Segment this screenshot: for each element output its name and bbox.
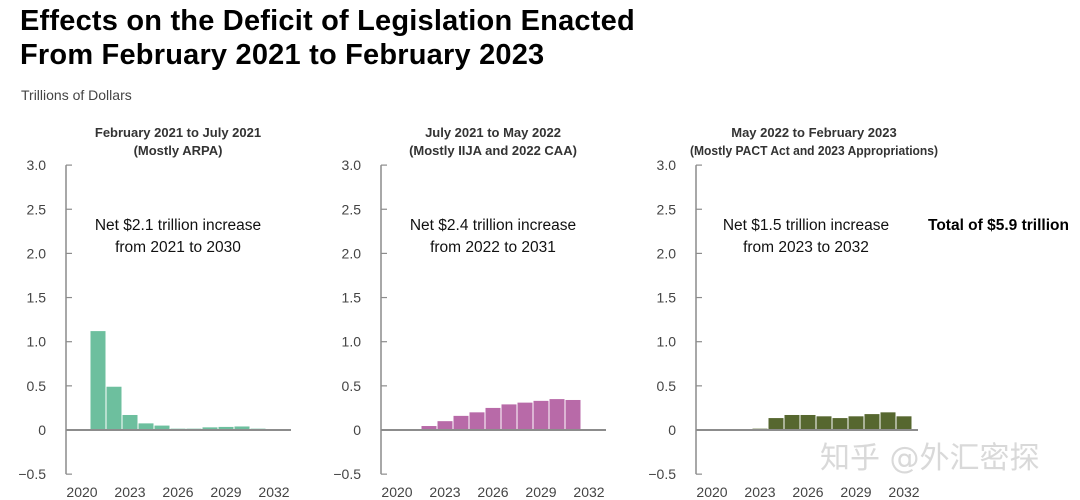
- watermark: 知乎 @外汇密探: [820, 441, 1040, 476]
- units-label: Trillions of Dollars: [21, 87, 132, 103]
- bar-2030: [234, 426, 250, 430]
- bar-2028: [517, 402, 533, 430]
- net-increase-annotation: Net $2.1 trillion increase: [95, 217, 261, 234]
- y-tick-label: 0.5: [657, 378, 677, 394]
- x-tick-label: 2032: [258, 484, 289, 500]
- bar-2028: [202, 427, 218, 430]
- bar-2025: [784, 414, 800, 430]
- y-tick-label: 2.0: [657, 245, 677, 261]
- y-tick-label: 1.5: [342, 290, 362, 306]
- bar-2024: [138, 423, 154, 430]
- panel-title: February 2021 to July 2021: [95, 125, 261, 140]
- panel-3: May 2022 to February 2023 (Mostly PACT Ac…: [648, 125, 1069, 500]
- bar-2024: [453, 415, 469, 430]
- panel-subtitle: (Mostly IIJA and 2022 CAA): [409, 143, 577, 158]
- x-tick-label: 2026: [477, 484, 508, 500]
- bar-2027: [501, 404, 517, 430]
- bar-2029: [848, 416, 864, 430]
- y-tick-label: 1.0: [657, 334, 677, 350]
- x-tick-label: 2020: [696, 484, 727, 500]
- bar-2031: [565, 399, 581, 430]
- net-increase-period: from 2021 to 2030: [115, 239, 241, 256]
- bar-2026: [800, 414, 816, 430]
- y-tick-label: −0.5: [18, 466, 46, 482]
- bar-2022: [106, 386, 122, 430]
- panel-subtitle: (Mostly ARPA): [134, 143, 223, 158]
- bar-2026: [485, 407, 501, 430]
- x-tick-label: 2023: [744, 484, 775, 500]
- y-tick-label: 3.0: [342, 157, 362, 173]
- y-tick-label: 0.5: [27, 378, 47, 394]
- total-annotation: Total of $5.9 trillion: [928, 217, 1069, 234]
- y-tick-label: 2.5: [342, 201, 362, 217]
- x-tick-label: 2023: [114, 484, 145, 500]
- y-tick-label: 2.5: [27, 201, 47, 217]
- panel-2: July 2021 to May 2022 (Mostly IIJA and 20…: [333, 125, 606, 500]
- x-tick-label: 2020: [381, 484, 412, 500]
- y-tick-label: 1.5: [27, 290, 47, 306]
- panel-subtitle: (Mostly PACT Act and 2023 Appropriations…: [690, 143, 938, 158]
- y-tick-label: −0.5: [333, 466, 361, 482]
- y-tick-label: 0.5: [342, 378, 362, 394]
- bar-2029: [218, 426, 234, 430]
- chart-title-line-2: From February 2021 to February 2023: [20, 39, 545, 71]
- net-increase-annotation: Net $1.5 trillion increase: [723, 217, 889, 234]
- y-tick-label: 0: [353, 422, 361, 438]
- panel-title: May 2022 to February 2023: [731, 125, 896, 140]
- x-tick-label: 2023: [429, 484, 460, 500]
- bar-2025: [469, 412, 485, 430]
- y-tick-label: 1.5: [657, 290, 677, 306]
- bar-2024: [768, 418, 784, 430]
- y-tick-label: 0: [38, 422, 46, 438]
- x-tick-label: 2029: [840, 484, 871, 500]
- bar-2028: [832, 418, 848, 430]
- chart-title-line-1: Effects on the Deficit of Legislation En…: [20, 5, 635, 37]
- net-increase-period: from 2022 to 2031: [430, 239, 556, 256]
- bar-2029: [533, 400, 549, 430]
- bar-2027: [816, 416, 832, 430]
- y-tick-label: 3.0: [27, 157, 47, 173]
- y-tick-label: −0.5: [648, 466, 676, 482]
- bar-2023: [122, 414, 138, 430]
- bar-2030: [864, 414, 880, 430]
- y-tick-label: 2.0: [342, 245, 362, 261]
- bar-2023: [437, 421, 453, 430]
- x-tick-label: 2029: [525, 484, 556, 500]
- x-tick-label: 2029: [210, 484, 241, 500]
- y-tick-label: 3.0: [657, 157, 677, 173]
- x-tick-label: 2032: [888, 484, 919, 500]
- chart-title: Effects on the Deficit of Legislation En…: [20, 4, 635, 72]
- bar-2032: [896, 416, 912, 430]
- y-tick-label: 2.0: [27, 245, 47, 261]
- y-tick-label: 0: [668, 422, 676, 438]
- bar-2022: [421, 426, 437, 430]
- bar-2031: [880, 412, 896, 430]
- x-tick-label: 2032: [573, 484, 604, 500]
- bar-2025: [154, 425, 170, 430]
- bar-2030: [549, 399, 565, 430]
- panel-title: July 2021 to May 2022: [425, 125, 561, 140]
- x-tick-label: 2026: [792, 484, 823, 500]
- net-increase-period: from 2023 to 2032: [743, 239, 869, 256]
- x-tick-label: 2020: [66, 484, 97, 500]
- y-tick-label: 1.0: [342, 334, 362, 350]
- y-tick-label: 1.0: [27, 334, 47, 350]
- x-tick-label: 2026: [162, 484, 193, 500]
- bar-2021: [90, 331, 106, 430]
- net-increase-annotation: Net $2.4 trillion increase: [410, 217, 576, 234]
- y-tick-label: 2.5: [657, 201, 677, 217]
- panel-1: February 2021 to July 2021 (Mostly ARPA) 3…: [18, 125, 291, 500]
